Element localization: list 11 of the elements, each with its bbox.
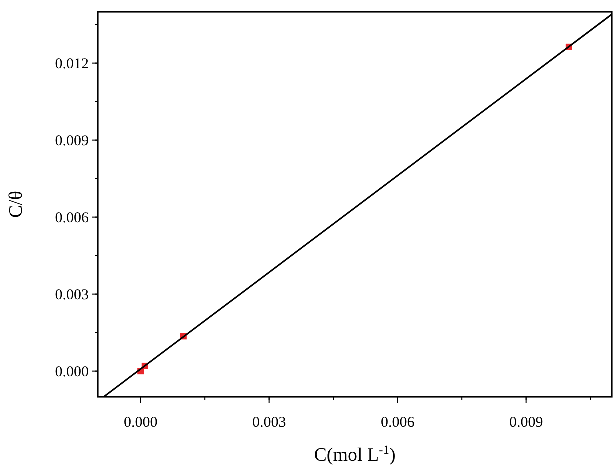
y-tick-label: 0.009: [55, 133, 89, 150]
y-tick-label: 0.003: [55, 287, 89, 304]
y-tick-label: 0.006: [55, 210, 90, 226]
x-tick-label: 0.009: [509, 415, 544, 431]
x-tick-label: 0.006: [380, 415, 416, 431]
y-axis-title: C/θ: [6, 190, 27, 218]
y-tick-label: 0.000: [55, 364, 89, 380]
x-tick-label: 0.003: [252, 415, 286, 431]
x-axis-title: C(mol L$^{-1}$): [314, 443, 396, 466]
x-tick-label: 0.000: [124, 415, 158, 431]
y-tick-label: 0.012: [55, 56, 89, 72]
